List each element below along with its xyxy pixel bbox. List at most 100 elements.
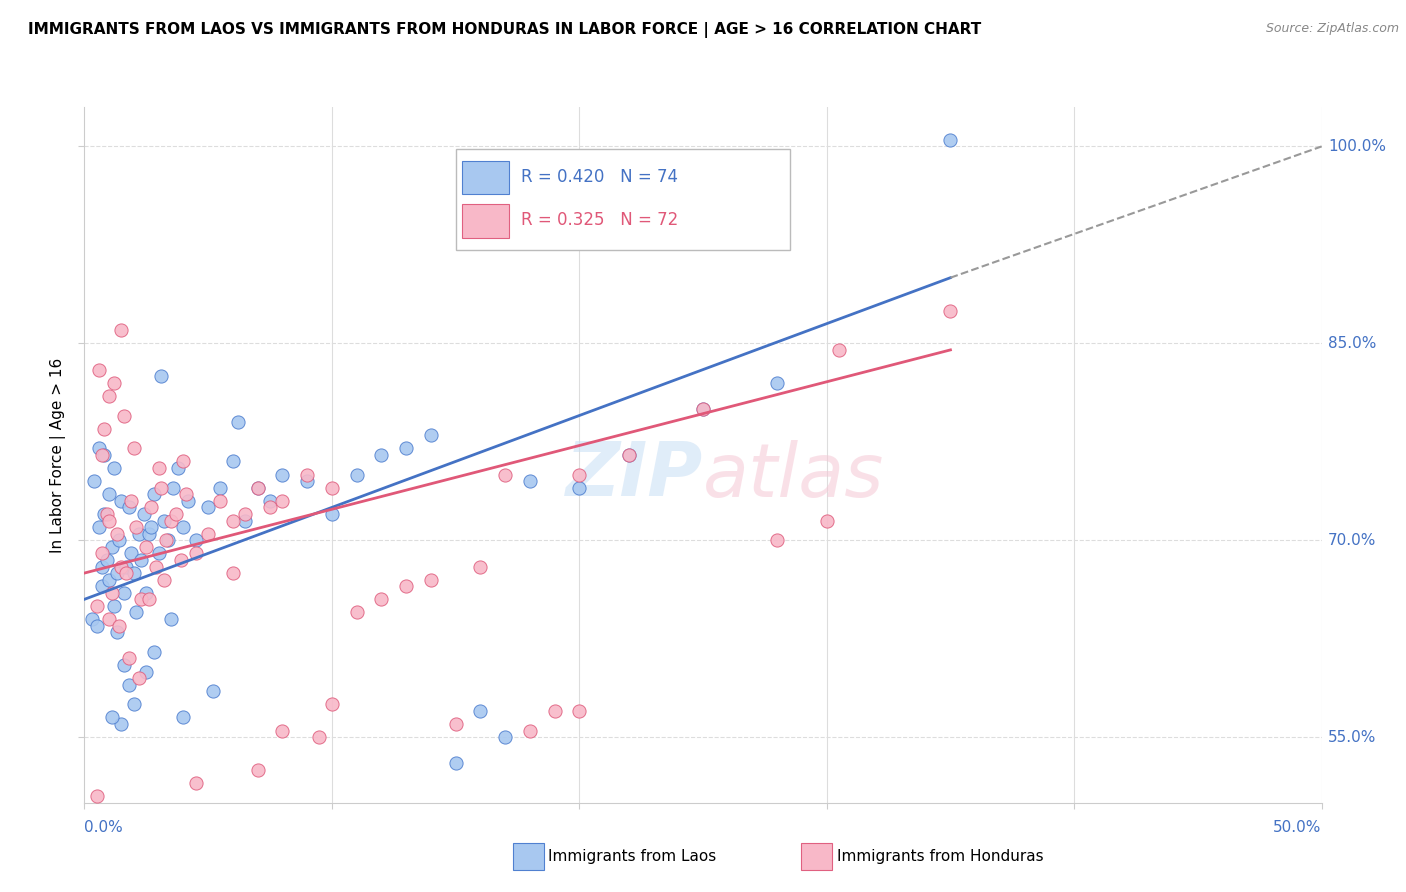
Point xyxy=(271,494,294,508)
Point xyxy=(543,704,565,718)
Point xyxy=(96,507,118,521)
Point xyxy=(160,612,183,626)
Point xyxy=(142,487,165,501)
Point xyxy=(617,448,640,462)
Point xyxy=(828,343,851,357)
Point xyxy=(129,592,152,607)
Text: Immigrants from Honduras: Immigrants from Honduras xyxy=(837,849,1043,863)
Text: Source: ZipAtlas.com: Source: ZipAtlas.com xyxy=(1265,22,1399,36)
Point xyxy=(110,323,132,337)
Text: ZIP: ZIP xyxy=(565,439,703,512)
Text: R = 0.420   N = 74: R = 0.420 N = 74 xyxy=(522,168,678,186)
Point xyxy=(89,362,111,376)
Point xyxy=(184,533,207,548)
Point xyxy=(155,533,177,548)
Point xyxy=(172,710,194,724)
Point xyxy=(233,514,256,528)
Point xyxy=(100,710,122,724)
FancyBboxPatch shape xyxy=(456,149,790,250)
Point xyxy=(96,553,118,567)
Point xyxy=(395,579,418,593)
Point xyxy=(98,389,121,403)
Point xyxy=(103,599,125,613)
Point xyxy=(177,494,200,508)
Point xyxy=(90,579,112,593)
Point xyxy=(148,546,170,560)
Point xyxy=(120,494,142,508)
Point xyxy=(103,461,125,475)
Point xyxy=(108,618,131,632)
Point xyxy=(202,684,225,698)
Text: R = 0.325   N = 72: R = 0.325 N = 72 xyxy=(522,211,678,229)
Point xyxy=(568,467,591,482)
Point xyxy=(83,474,105,488)
Point xyxy=(138,592,160,607)
Point xyxy=(370,592,392,607)
Point xyxy=(346,606,368,620)
Text: Immigrants from Laos: Immigrants from Laos xyxy=(548,849,717,863)
Point xyxy=(160,848,183,863)
Point xyxy=(122,442,145,456)
Point xyxy=(120,546,142,560)
Point xyxy=(167,461,190,475)
Point xyxy=(259,500,281,515)
Point xyxy=(115,559,138,574)
Point xyxy=(321,698,343,712)
Point xyxy=(444,756,467,771)
Point xyxy=(321,507,343,521)
Point xyxy=(93,448,115,462)
Point xyxy=(98,573,121,587)
Point xyxy=(184,776,207,790)
Point xyxy=(93,422,115,436)
Point xyxy=(125,520,148,534)
Point xyxy=(112,409,135,423)
Point xyxy=(222,454,245,468)
Point xyxy=(122,566,145,580)
Point xyxy=(222,566,245,580)
Point xyxy=(135,540,157,554)
Point xyxy=(112,586,135,600)
Point xyxy=(321,481,343,495)
Point xyxy=(162,481,184,495)
Point xyxy=(419,573,441,587)
Point xyxy=(233,507,256,521)
Point xyxy=(160,514,183,528)
Point xyxy=(150,481,173,495)
Point xyxy=(165,507,187,521)
Point xyxy=(86,618,108,632)
Point xyxy=(172,520,194,534)
Point xyxy=(419,428,441,442)
Point xyxy=(86,599,108,613)
Point xyxy=(470,559,492,574)
Point xyxy=(617,448,640,462)
Point xyxy=(100,540,122,554)
Point xyxy=(184,546,207,560)
Point xyxy=(295,474,318,488)
Text: 85.0%: 85.0% xyxy=(1327,335,1376,351)
Text: 55.0%: 55.0% xyxy=(1327,730,1376,745)
Point xyxy=(152,573,174,587)
Point xyxy=(142,645,165,659)
Point xyxy=(112,657,135,672)
Point xyxy=(152,514,174,528)
Point xyxy=(122,822,145,836)
Point xyxy=(90,546,112,560)
Point xyxy=(98,487,121,501)
Point xyxy=(226,415,249,429)
Point xyxy=(308,730,330,744)
Point xyxy=(197,500,219,515)
Point xyxy=(98,514,121,528)
Point xyxy=(86,789,108,804)
Text: atlas: atlas xyxy=(703,440,884,512)
Point xyxy=(89,520,111,534)
Point xyxy=(132,507,155,521)
Point xyxy=(148,461,170,475)
Point xyxy=(494,467,516,482)
Point xyxy=(105,625,128,640)
Point xyxy=(100,586,122,600)
Text: IMMIGRANTS FROM LAOS VS IMMIGRANTS FROM HONDURAS IN LABOR FORCE | AGE > 16 CORRE: IMMIGRANTS FROM LAOS VS IMMIGRANTS FROM … xyxy=(28,22,981,38)
Point xyxy=(118,500,141,515)
Point xyxy=(692,401,714,416)
Point xyxy=(444,717,467,731)
Point xyxy=(346,467,368,482)
